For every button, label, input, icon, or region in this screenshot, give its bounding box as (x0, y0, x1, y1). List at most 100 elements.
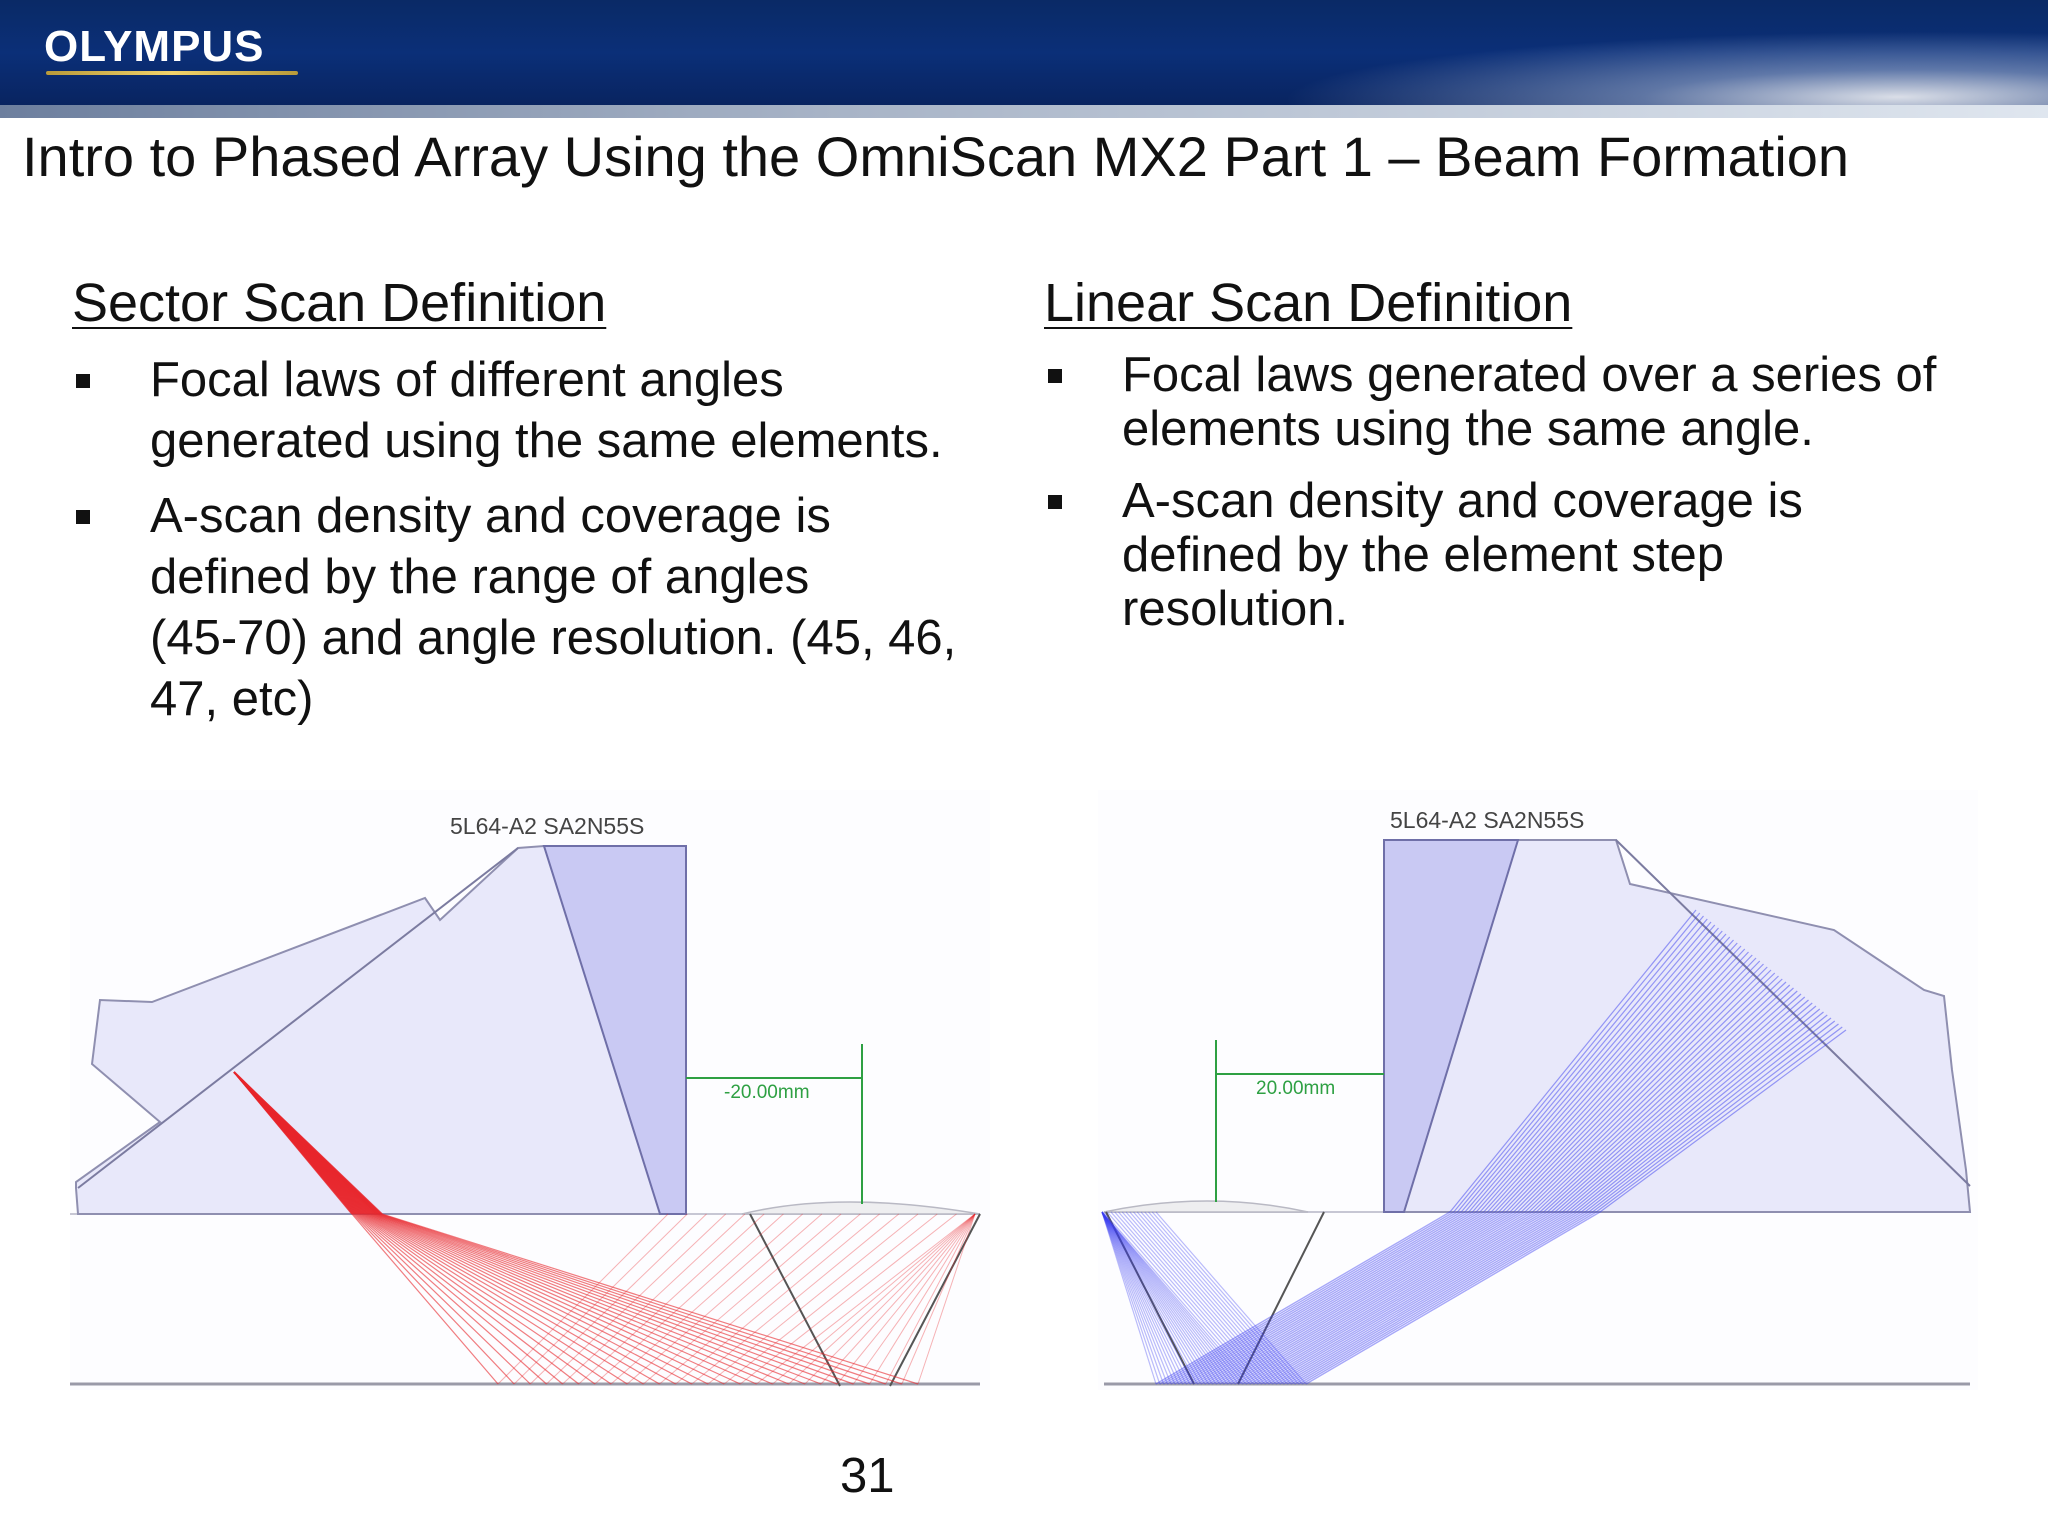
sector-beam-reflection (917, 1213, 976, 1385)
linear-beam-reflection (1101, 1211, 1183, 1385)
linear-beam-ray (1200, 1211, 1496, 1385)
sector-bullet-2-line-4: 47, etc) (150, 672, 314, 726)
linear-beam-reflection (1101, 1211, 1247, 1385)
sector-beam-reflection (578, 1213, 765, 1385)
olympus-logo: OLYMPUS (44, 22, 265, 71)
linear-beam-reflection (1148, 1211, 1299, 1385)
linear-beam-ray (1468, 924, 1716, 1213)
linear-beam-ray (1475, 930, 1723, 1213)
linear-weld-bevel-right (1237, 1211, 1325, 1385)
linear-beam-reflection (1101, 1211, 1165, 1385)
sector-beam-ray (363, 1213, 660, 1385)
linear-beam-ray (1449, 909, 1697, 1213)
linear-beam-reflection (1101, 1211, 1180, 1385)
linear-beam-ray (1565, 1002, 1813, 1213)
linear-beam-ray (1524, 969, 1772, 1213)
linear-beam-reflection (1101, 1211, 1213, 1385)
sector-weld-cap (741, 1201, 981, 1215)
linear-beam-ray (1517, 963, 1764, 1213)
linear-beam-reflection (1101, 1211, 1210, 1385)
sector-beam-ray (355, 1213, 547, 1385)
linear-probe (1383, 839, 1520, 1213)
linear-beam-ray (1181, 1211, 1477, 1385)
linear-bullet-2-line-3: resolution. (1122, 582, 1349, 636)
linear-beam-reflection (1110, 1211, 1262, 1385)
sector-beam-ray (233, 1071, 383, 1215)
linear-beam-ray (1520, 966, 1768, 1213)
sector-beam-ray (379, 1213, 886, 1385)
linear-beam-ray (1577, 1011, 1824, 1213)
sector-bullet-1-line-1: Focal laws of different angles (150, 353, 784, 407)
sector-beam-reflection (529, 1213, 707, 1385)
linear-beam-ray (1498, 948, 1746, 1213)
linear-beam-reflection (1114, 1211, 1266, 1385)
linear-beam-ray (1573, 1008, 1821, 1213)
linear-beam-ray (1588, 1020, 1836, 1213)
sector-beam-reflection (772, 1213, 976, 1385)
linear-beam-reflection (1101, 1211, 1187, 1385)
linear-beam-reflection (1101, 1211, 1198, 1385)
sector-beam-ray (359, 1213, 612, 1385)
linear-probe-label: 5L64-A2 SA2N55S (1390, 807, 1584, 833)
linear-beam-ray (1275, 1211, 1571, 1385)
linear-beam-ray (1490, 942, 1738, 1213)
linear-beam-ray (1539, 981, 1787, 1213)
sector-beam-reflection (820, 1213, 976, 1385)
linear-beam-ray (1532, 975, 1779, 1213)
linear-beam-ray (1230, 1211, 1526, 1385)
linear-beam-ray (1241, 1211, 1537, 1385)
linear-beam-ray (1189, 1211, 1485, 1385)
linear-beam-band (1101, 909, 1847, 1385)
linear-scan-diagram: 20.00mm 5L64-A2 SA2N55S (1098, 790, 1978, 1390)
sector-bullet-1-line-2: generated using the same elements. (150, 414, 943, 468)
linear-beam-reflection (1101, 1211, 1172, 1385)
sector-beam-ray (362, 1213, 644, 1385)
linear-beam-reflection (1101, 1211, 1224, 1385)
linear-beam-ray (1178, 1211, 1473, 1385)
linear-beam-ray (1238, 1211, 1533, 1385)
linear-beam-ray (1453, 912, 1701, 1213)
linear-beam-ray (1550, 990, 1798, 1213)
sector-beam-reflection (610, 1213, 803, 1385)
linear-beam-ray (1483, 936, 1731, 1213)
sector-beam-ray (357, 1213, 580, 1385)
header-sheen (1162, 20, 2048, 118)
bullet-square-icon (76, 510, 90, 524)
linear-beam-reflection (1101, 1211, 1232, 1385)
linear-beam-reflection (1101, 1211, 1251, 1385)
linear-beam-ray (1595, 1026, 1843, 1213)
linear-beam-reflection (1140, 1211, 1292, 1385)
sector-beam-ray (377, 1213, 854, 1385)
sector-beam-ray (381, 1213, 919, 1385)
sector-beam-ray (364, 1213, 676, 1385)
sector-beam-ray (366, 1213, 709, 1385)
linear-beam-ray (1268, 1211, 1563, 1385)
linear-beam-ray (1264, 1211, 1560, 1385)
sector-dimension-label: -20.00mm (724, 1082, 810, 1103)
sector-bullet-1: Focal laws of different angles generated… (72, 350, 1012, 472)
linear-beam-ray (1457, 915, 1704, 1213)
linear-beam-reflection (1101, 1211, 1228, 1385)
linear-beam-ray (1211, 1211, 1507, 1385)
linear-beam-ray (1283, 1211, 1578, 1385)
bullet-square-icon (1048, 369, 1062, 383)
linear-beam-ray (1245, 1211, 1541, 1385)
sector-beam-ray (376, 1213, 838, 1385)
linear-beam-ray (1193, 1211, 1488, 1385)
linear-beam-reflection (1129, 1211, 1281, 1385)
linear-beam-ray (1528, 972, 1776, 1213)
sector-beam-ray (370, 1213, 757, 1385)
header-band: OLYMPUS (0, 0, 2048, 118)
sector-beam-reflection (788, 1213, 976, 1385)
slide-title: Intro to Phased Array Using the OmniScan… (22, 125, 1850, 188)
sector-probe-label: 5L64-A2 SA2N55S (450, 813, 644, 839)
sector-beam-ray (353, 1213, 531, 1385)
sector-bullet-2: A-scan density and coverage is defined b… (72, 486, 1012, 730)
linear-beam-ray (1301, 1211, 1597, 1385)
linear-beam-ray (1271, 1211, 1567, 1385)
sector-beam-reflection (739, 1213, 957, 1385)
sector-beam-ray (378, 1213, 870, 1385)
sector-beam-reflection (643, 1213, 842, 1385)
linear-beam-reflection (1101, 1211, 1202, 1385)
linear-bullet-1: Focal laws generated over a series of el… (1044, 348, 2004, 456)
